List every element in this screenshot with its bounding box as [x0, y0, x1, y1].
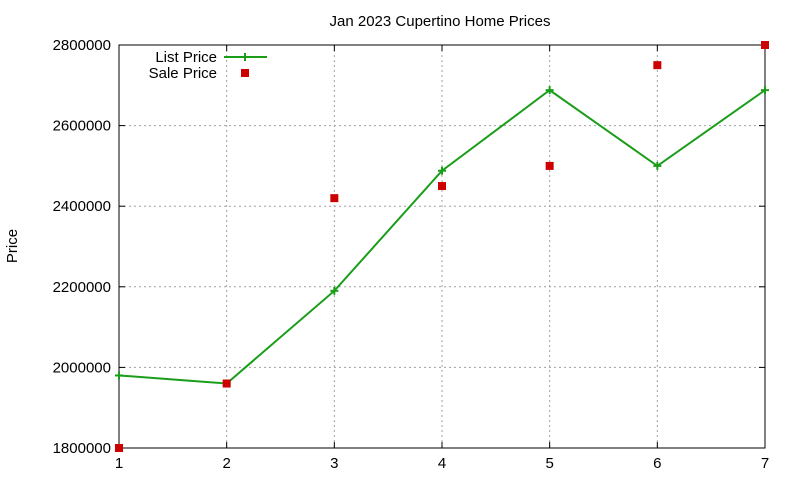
- sale-price-point: [545, 161, 554, 170]
- legend-label: Sale Price: [149, 65, 217, 82]
- legend-square-marker: [241, 69, 249, 77]
- axis-ticks: 1 2 3 4 5 6 7 1800000 2000000 2200000 2400000 26000…: [53, 37, 770, 472]
- list-price-point: [761, 86, 769, 95]
- list-price-point: [545, 86, 554, 95]
- chart-title: Jan 2023 Cupertino Home Prices: [330, 13, 551, 30]
- legend-label: List Price: [155, 49, 217, 66]
- legend-plus-marker: [241, 53, 249, 61]
- y-tick-label: 2000000: [53, 359, 111, 376]
- x-tick-label: 5: [545, 455, 553, 472]
- x-tick-label: 2: [222, 455, 230, 472]
- x-tick-label: 1: [115, 455, 123, 472]
- sale-price-point: [653, 61, 662, 70]
- list-price-point: [330, 286, 339, 295]
- sale-price-point: [761, 41, 769, 49]
- series-layer: [115, 41, 769, 452]
- x-tick-label: 6: [653, 455, 661, 472]
- y-tick-label: 2400000: [53, 198, 111, 215]
- x-tick-label: 7: [761, 455, 769, 472]
- y-tick-label: 1800000: [53, 440, 111, 457]
- y-tick-label: 2200000: [53, 279, 111, 296]
- series-sale-price: [115, 41, 769, 452]
- x-tick-label: 4: [438, 455, 446, 472]
- sale-price-point: [115, 444, 123, 452]
- list-price-point: [438, 166, 446, 175]
- y-tick-label: 2800000: [53, 37, 111, 54]
- gridlines: [119, 45, 765, 448]
- list-price-point: [115, 371, 123, 380]
- sale-price-point: [330, 194, 339, 203]
- sale-price-point: [222, 379, 231, 388]
- list-price-point: [653, 161, 662, 170]
- sale-price-point: [438, 182, 446, 191]
- y-tick-label: 2600000: [53, 118, 111, 135]
- y-axis-label: Price: [4, 229, 21, 263]
- x-tick-label: 3: [330, 455, 338, 472]
